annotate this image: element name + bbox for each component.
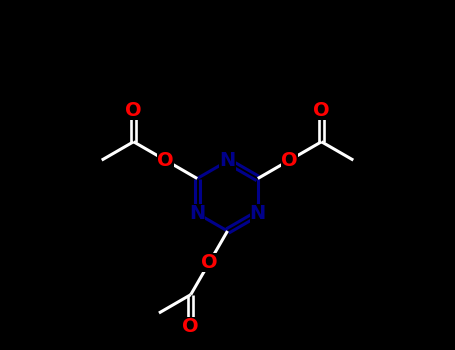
Text: O: O xyxy=(125,101,142,120)
Text: N: N xyxy=(219,152,236,170)
Text: N: N xyxy=(189,204,205,223)
Text: O: O xyxy=(201,253,217,272)
Text: O: O xyxy=(157,150,174,170)
Text: O: O xyxy=(281,150,298,170)
Text: O: O xyxy=(313,101,330,120)
Text: N: N xyxy=(250,204,266,223)
Text: O: O xyxy=(182,317,199,336)
